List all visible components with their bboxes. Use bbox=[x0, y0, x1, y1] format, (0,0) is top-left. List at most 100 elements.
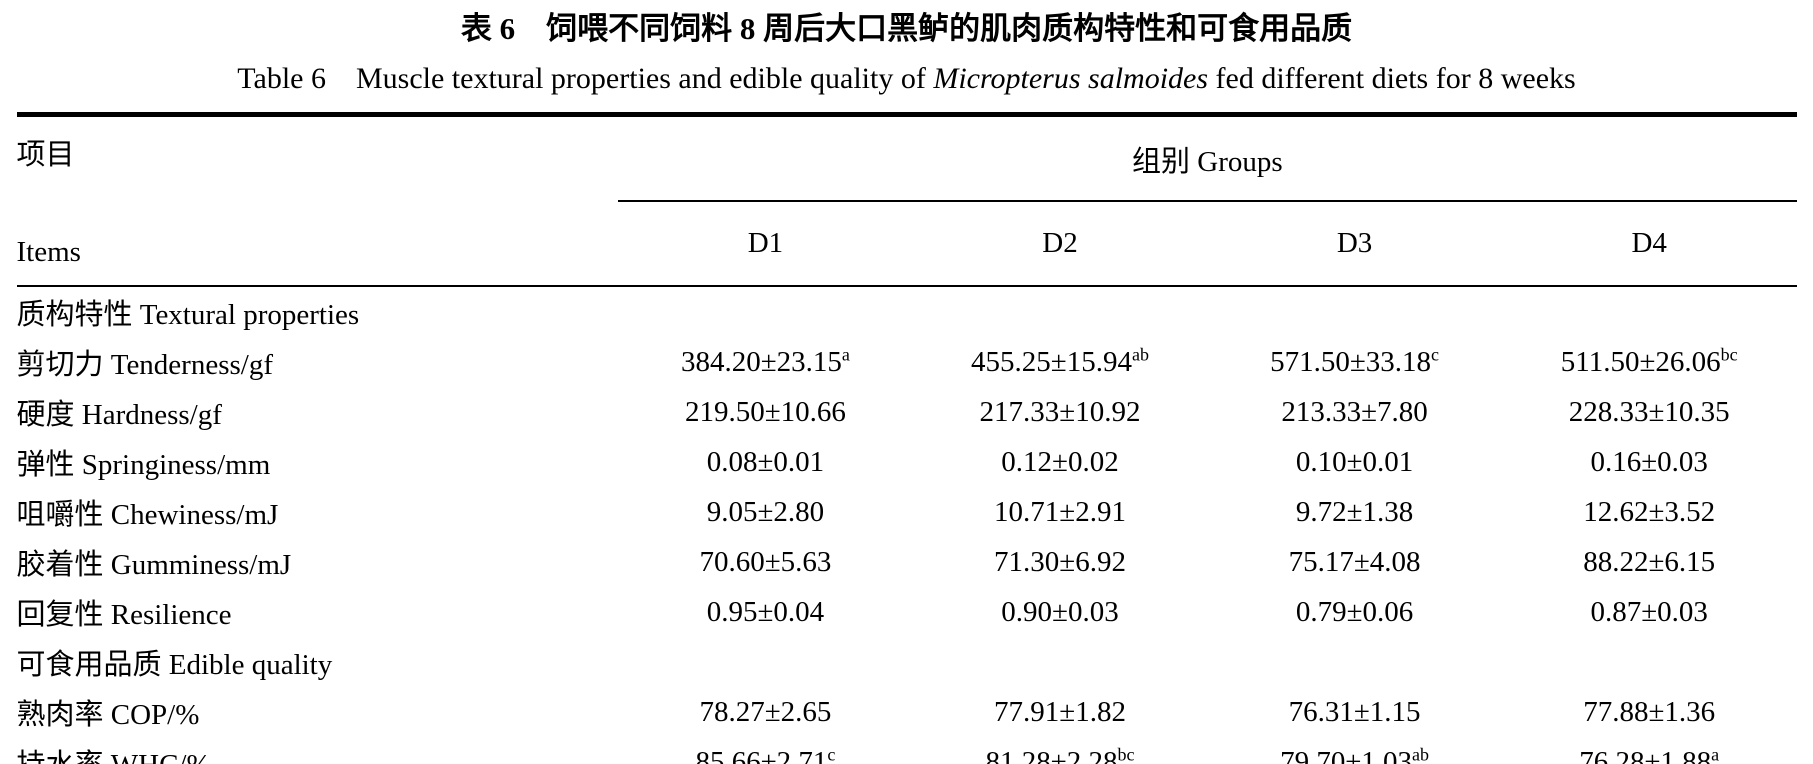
value-cell: 213.33±7.80 bbox=[1207, 387, 1502, 437]
table-row-hardness: 硬度 Hardness/gf 219.50±10.66 217.33±10.92… bbox=[17, 387, 1797, 437]
cell-value: 70.60±5.63 bbox=[699, 545, 832, 578]
value-cell: 0.95±0.04 bbox=[618, 587, 913, 637]
row-label: 剪切力 Tenderness/gf bbox=[16, 349, 274, 381]
table-row-whc: 持水率 WHC/% 85.66±2.71c 81.28±2.28bc 79.70… bbox=[17, 737, 1797, 764]
cell-value: 0.90±0.03 bbox=[1001, 595, 1119, 628]
significance-superscript: ab bbox=[1412, 743, 1430, 764]
cell-value: 77.91±1.82 bbox=[994, 695, 1126, 728]
cell-value: 0.87±0.03 bbox=[1590, 595, 1708, 628]
value-cell: 75.17±4.08 bbox=[1207, 537, 1502, 587]
value-cell: 10.71±2.91 bbox=[913, 487, 1208, 537]
cell-value: 228.33±10.35 bbox=[1568, 395, 1730, 428]
value-cell: 217.33±10.92 bbox=[913, 387, 1208, 437]
value-cell: 9.72±1.38 bbox=[1207, 487, 1502, 537]
significance-superscript: bc bbox=[1720, 343, 1738, 364]
cell-value: 511.50±26.06 bbox=[1560, 345, 1721, 378]
species-name: Micropterus salmoides bbox=[933, 62, 1209, 95]
table-row-tenderness: 剪切力 Tenderness/gf 384.20±23.15a 455.25±1… bbox=[17, 337, 1797, 387]
cell-value: 213.33±7.80 bbox=[1281, 395, 1428, 428]
header-row-diets: D1 D2 D3 D4 bbox=[17, 201, 1797, 286]
section-row-edible: 可食用品质 Edible quality bbox=[17, 637, 1797, 687]
cell-value: 12.62±3.52 bbox=[1583, 495, 1716, 528]
cell-value: 77.88±1.36 bbox=[1583, 695, 1716, 728]
value-cell: 71.30±6.92 bbox=[913, 537, 1208, 587]
cell-value: 0.10±0.01 bbox=[1295, 445, 1414, 478]
table-row-resilience: 回复性 Resilience 0.95±0.04 0.90±0.03 0.79±… bbox=[17, 587, 1797, 637]
value-cell: 511.50±26.06bc bbox=[1502, 337, 1797, 387]
column-header-d1: D1 bbox=[747, 227, 784, 260]
cell-value: 9.72±1.38 bbox=[1295, 495, 1414, 528]
cell-value: 455.25±15.94 bbox=[971, 345, 1132, 378]
items-label-en: Items bbox=[16, 236, 81, 268]
value-cell: 219.50±10.66 bbox=[618, 387, 913, 437]
value-cell: 78.27±2.65 bbox=[618, 687, 913, 737]
section-row-textural: 质构特性 Textural properties bbox=[17, 286, 1797, 337]
table-row-gumminess: 胶着性 Gumminess/mJ 70.60±5.63 71.30±6.92 7… bbox=[17, 537, 1797, 587]
table-body: 质构特性 Textural properties 剪切力 Tenderness/… bbox=[16, 286, 1797, 764]
cell-value: 0.08±0.01 bbox=[706, 445, 825, 478]
value-cell: 0.08±0.01 bbox=[618, 437, 913, 487]
value-cell: 228.33±10.35 bbox=[1502, 387, 1797, 437]
column-header-d4: D4 bbox=[1631, 227, 1667, 260]
significance-superscript: bc bbox=[1117, 743, 1135, 764]
section-label: 质构特性 Textural properties bbox=[16, 299, 360, 331]
value-cell: 0.87±0.03 bbox=[1502, 587, 1797, 637]
row-label: 熟肉率 COP/% bbox=[16, 699, 200, 731]
cell-value: 81.28±2.28 bbox=[985, 745, 1118, 764]
cell-value: 78.27±2.65 bbox=[699, 695, 832, 728]
cell-value: 217.33±10.92 bbox=[979, 395, 1141, 428]
row-label: 弹性 Springiness/mm bbox=[16, 449, 271, 481]
value-cell: 79.70±1.03ab bbox=[1207, 737, 1502, 764]
items-header-inner: 项目 Items bbox=[17, 117, 619, 285]
column-header-d3: D3 bbox=[1336, 227, 1373, 260]
items-label-zh: 项目 bbox=[16, 139, 75, 171]
cell-value: 75.17±4.08 bbox=[1288, 545, 1421, 578]
cell-value: 76.31±1.15 bbox=[1288, 695, 1421, 728]
value-cell: 571.50±33.18c bbox=[1207, 337, 1502, 387]
title-en-suffix: fed different diets for 8 weeks bbox=[1208, 62, 1576, 95]
value-cell: 0.10±0.01 bbox=[1207, 437, 1502, 487]
value-cell: 0.12±0.02 bbox=[913, 437, 1208, 487]
table-row-springiness: 弹性 Springiness/mm 0.08±0.01 0.12±0.02 0.… bbox=[17, 437, 1797, 487]
row-label: 咀嚼性 Chewiness/mJ bbox=[16, 499, 279, 531]
cell-value: 571.50±33.18 bbox=[1270, 345, 1432, 378]
value-cell: 455.25±15.94ab bbox=[913, 337, 1208, 387]
cell-value: 219.50±10.66 bbox=[684, 395, 846, 428]
cell-value: 0.79±0.06 bbox=[1295, 595, 1414, 628]
row-label: 持水率 WHC/% bbox=[17, 737, 619, 764]
cell-value: 384.20±23.15 bbox=[680, 345, 842, 378]
significance-superscript: c bbox=[1431, 343, 1440, 364]
value-cell: 76.31±1.15 bbox=[1207, 687, 1502, 737]
row-label: 胶着性 Gumminess/mJ bbox=[16, 549, 292, 581]
cell-value: 0.12±0.02 bbox=[1001, 445, 1119, 478]
value-cell: 85.66±2.71c bbox=[618, 737, 913, 764]
cell-value: 79.70±1.03 bbox=[1280, 745, 1413, 764]
value-cell: 88.22±6.15 bbox=[1502, 537, 1797, 587]
value-cell: 384.20±23.15a bbox=[618, 337, 913, 387]
groups-header-cell: 组别 Groups bbox=[618, 114, 1797, 203]
table-title-zh: 表 6 饲喂不同饲料 8 周后大口黑鲈的肌肉质构特性和可食用品质 bbox=[460, 11, 1353, 46]
value-cell: 77.91±1.82 bbox=[913, 687, 1208, 737]
significance-superscript: ab bbox=[1131, 343, 1149, 364]
cell-value: 9.05±2.80 bbox=[706, 495, 825, 528]
cell-value: 71.30±6.92 bbox=[994, 545, 1126, 578]
value-cell: 81.28±2.28bc bbox=[913, 737, 1208, 764]
value-cell: 9.05±2.80 bbox=[618, 487, 913, 537]
cell-value: 85.66±2.71 bbox=[695, 745, 828, 764]
value-cell: 70.60±5.63 bbox=[618, 537, 913, 587]
value-cell: 77.88±1.36 bbox=[1502, 687, 1797, 737]
row-label: 硬度 Hardness/gf bbox=[16, 399, 222, 431]
cell-value: 0.16±0.03 bbox=[1590, 445, 1708, 478]
value-cell: 76.28±1.88a bbox=[1502, 737, 1797, 764]
header-row-groups: 项目 Items 组别 Groups bbox=[17, 114, 1797, 268]
cell-value: 88.22±6.15 bbox=[1583, 545, 1716, 578]
section-label: 可食用品质 Edible quality bbox=[16, 649, 333, 681]
row-label: 回复性 Resilience bbox=[16, 599, 232, 631]
table-title-en: Table 6 Muscle textural properties and e… bbox=[0, 60, 1813, 98]
title-en-prefix: Table 6 Muscle textural properties and e… bbox=[237, 62, 934, 95]
results-table: 项目 Items 组别 Groups D1 D2 D3 D4 质构特性 Text… bbox=[16, 112, 1797, 764]
value-cell: 12.62±3.52 bbox=[1502, 487, 1797, 537]
cell-value: 0.95±0.04 bbox=[706, 595, 825, 628]
cell-value: 10.71±2.91 bbox=[994, 495, 1126, 528]
